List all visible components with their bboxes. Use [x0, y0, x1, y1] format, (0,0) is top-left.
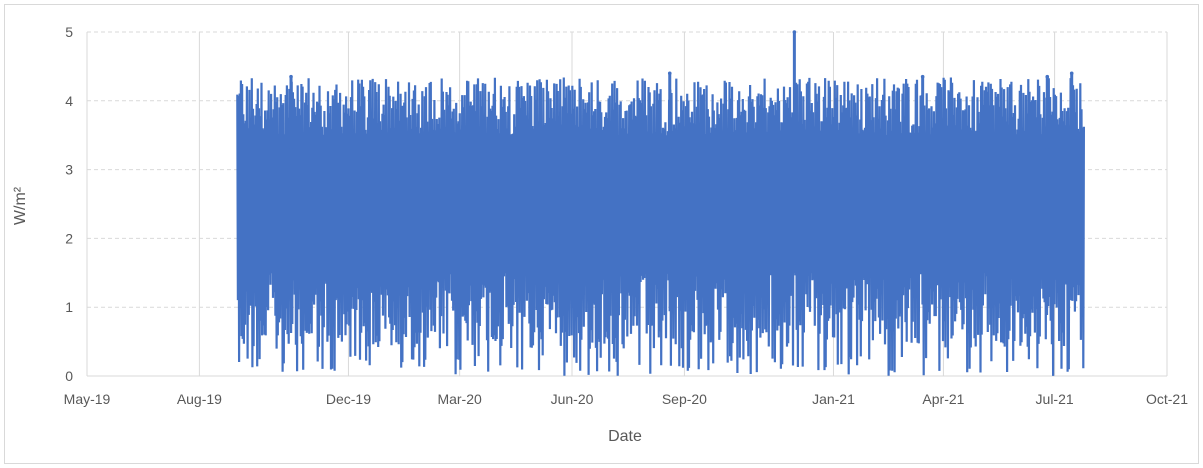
x-tick-label: Aug-19 — [177, 391, 222, 407]
series-core-band — [237, 148, 1084, 246]
x-tick-label: Apr-21 — [922, 391, 964, 407]
series-point — [792, 30, 797, 34]
tick-layer: 0 1 2 3 4 5 May-19 Aug-19 Dec-19 Mar-20 Jun-20 Sep-… — [64, 24, 1189, 407]
series-point — [1069, 71, 1074, 76]
series-line — [236, 77, 1085, 376]
x-tick-label: Jul-21 — [1036, 391, 1074, 407]
y-tick-label: 1 — [65, 299, 73, 315]
series-layer — [236, 30, 1085, 376]
y-tick-label: 3 — [65, 162, 73, 178]
y-tick-label: 4 — [65, 93, 73, 109]
x-tick-label: Mar-20 — [437, 391, 482, 407]
x-axis-title: Date — [608, 428, 642, 445]
x-tick-label: Jan-21 — [812, 391, 855, 407]
chart-frame: 0 1 2 3 4 5 May-19 Aug-19 Dec-19 Mar-20 Jun-20 Sep-… — [4, 4, 1199, 464]
chart-svg: 0 1 2 3 4 5 May-19 Aug-19 Dec-19 Mar-20 Jun-20 Sep-… — [12, 24, 1189, 445]
y-tick-label: 5 — [65, 24, 73, 40]
x-tick-label: Jun-20 — [551, 391, 594, 407]
x-tick-label: Dec-19 — [326, 391, 371, 407]
x-tick-label: May-19 — [64, 391, 111, 407]
x-tick-label: Sep-20 — [662, 391, 707, 407]
x-tick-label: Oct-21 — [1146, 391, 1188, 407]
y-tick-label: 2 — [65, 230, 73, 246]
y-axis-title: W/m² — [12, 186, 29, 225]
series-point — [920, 74, 925, 79]
series-point — [667, 71, 672, 76]
series-point — [1045, 74, 1050, 79]
series-point — [289, 74, 293, 79]
y-tick-label: 0 — [65, 368, 73, 384]
